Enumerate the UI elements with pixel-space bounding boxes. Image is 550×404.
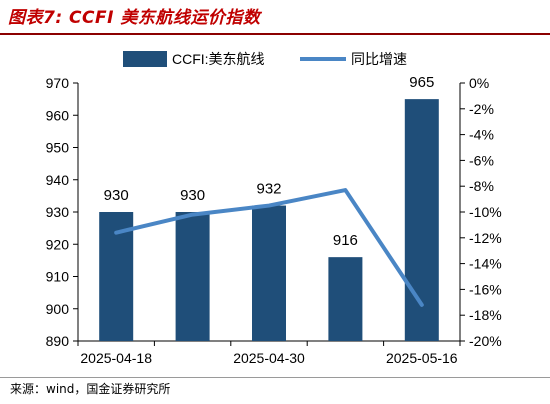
bar-value-label: 965 <box>409 74 434 91</box>
left-tick-label: 950 <box>46 140 70 156</box>
line-series <box>114 188 424 307</box>
combo-chart: CCFI:美东航线 同比增速 890 900 910 920 930 940 950 960 9… <box>46 51 502 366</box>
x-tick-label: 2025-05-16 <box>386 350 458 366</box>
legend-line-label: 同比增速 <box>351 51 407 67</box>
source-note: 来源：wind，国金证券研究所 <box>10 382 171 396</box>
chart-area: CCFI:美东航线 同比增速 890 900 910 920 930 940 950 960 9… <box>0 40 550 375</box>
x-tick-label: 2025-04-18 <box>80 350 152 366</box>
left-tick-label: 960 <box>46 107 70 123</box>
axes: 890 900 910 920 930 940 950 960 970 0% -2% -4% -6% -8… <box>46 75 502 366</box>
left-tick-label: 940 <box>46 172 70 188</box>
right-tick-label: -10% <box>469 204 502 220</box>
bar-value-label: 916 <box>333 232 358 249</box>
bar <box>328 257 363 341</box>
right-tick-label: 0% <box>469 75 489 91</box>
right-tick-label: -6% <box>469 152 494 168</box>
right-tick-label: -20% <box>469 333 502 349</box>
data-labels: 930 930 932 916 965 <box>104 74 435 249</box>
bar <box>252 205 286 341</box>
x-tick-label: 2025-04-30 <box>233 350 305 366</box>
bar-value-label: 930 <box>180 187 205 204</box>
right-tick-label: -2% <box>469 101 494 117</box>
left-tick-label: 920 <box>46 236 70 252</box>
chart-title: 图表7: CCFI 美东航线运价指数 <box>8 8 261 28</box>
bar-series <box>99 99 439 341</box>
legend-bar-label: CCFI:美东航线 <box>172 51 265 67</box>
right-tick-label: -14% <box>469 256 502 272</box>
right-tick-label: -12% <box>469 230 502 246</box>
right-tick-label: -4% <box>469 127 494 143</box>
title-divider <box>0 33 550 35</box>
bar-value-label: 932 <box>256 181 281 198</box>
legend: CCFI:美东航线 同比增速 <box>123 51 407 67</box>
bar-value-label: 930 <box>104 187 129 204</box>
left-tick-label: 910 <box>46 269 70 285</box>
bar <box>404 99 439 341</box>
left-tick-label: 900 <box>46 301 70 317</box>
left-tick-label: 930 <box>46 204 70 220</box>
right-tick-label: -8% <box>469 178 494 194</box>
right-tick-label: -18% <box>469 307 502 323</box>
legend-bar-swatch <box>123 51 167 67</box>
right-tick-label: -16% <box>469 281 502 297</box>
left-tick-label: 890 <box>46 333 70 349</box>
footer-divider <box>0 377 550 378</box>
left-tick-label: 970 <box>46 75 70 91</box>
bar <box>175 212 210 341</box>
